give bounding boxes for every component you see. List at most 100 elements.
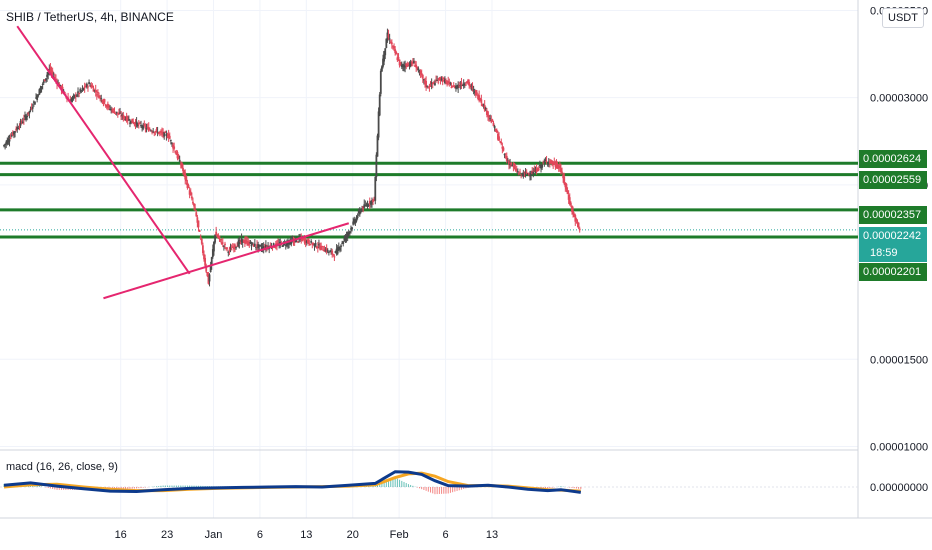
candle-body <box>255 246 257 248</box>
candle-body <box>437 81 440 83</box>
candle-body <box>120 115 123 117</box>
candle-body <box>174 151 177 153</box>
candle-body <box>202 245 204 254</box>
candle-body <box>155 129 158 131</box>
candle-body <box>551 160 553 164</box>
candle-body <box>354 219 357 224</box>
candle-body <box>145 127 148 129</box>
candle-body <box>143 124 146 126</box>
candle-body <box>156 131 159 134</box>
candle-body <box>90 84 93 88</box>
candle-body <box>165 133 168 136</box>
candle-body <box>158 131 161 133</box>
candle-body <box>440 78 443 81</box>
candle-body <box>230 249 233 251</box>
candle-body <box>88 82 90 85</box>
candle-body <box>250 244 253 247</box>
candle-body <box>211 249 214 258</box>
candle-body <box>43 79 46 82</box>
candle-body <box>407 63 410 65</box>
candle-body <box>485 110 488 115</box>
candle-body <box>35 97 37 99</box>
candle-body <box>105 104 108 108</box>
candle-body <box>521 173 524 175</box>
candle-body <box>222 245 225 247</box>
currency-badge[interactable]: USDT <box>882 8 924 28</box>
candle-body <box>197 220 200 228</box>
candle-body <box>556 163 559 169</box>
symbol-title[interactable]: SHIB / TetherUS, 4h, BINANCE <box>6 10 174 24</box>
macd-indicator-label[interactable]: macd (16, 26, close, 9) <box>6 461 118 473</box>
candle-body <box>262 246 265 250</box>
candle-body <box>50 70 53 74</box>
candle-body <box>455 86 457 89</box>
candle-body <box>430 82 433 85</box>
candle-body <box>228 249 231 251</box>
candle-body <box>450 86 453 89</box>
candle-body <box>533 170 536 172</box>
candle-body <box>555 162 558 168</box>
level-tag-1: 0.00002624 <box>859 150 927 168</box>
time-tick-label: 13 <box>486 529 498 541</box>
candle-body <box>152 131 155 133</box>
candle-body <box>215 231 218 236</box>
candle-body <box>188 190 191 195</box>
time-tick-label: Feb <box>390 529 409 541</box>
candle-body <box>497 133 499 140</box>
candle-body <box>353 219 356 223</box>
candle-body <box>187 185 190 188</box>
candle-body <box>199 236 202 239</box>
candle-body <box>513 166 516 168</box>
candle-body <box>232 247 235 250</box>
candle-body <box>85 83 88 88</box>
candle-body <box>126 116 129 121</box>
candle-body <box>366 203 369 207</box>
candle-body <box>387 34 390 38</box>
candle-body <box>384 48 387 56</box>
candle-body <box>490 120 493 123</box>
candle-body <box>11 132 14 136</box>
price-tick-label: 0.00003000 <box>870 93 928 105</box>
candle-body <box>266 246 268 248</box>
horizontal-levels[interactable] <box>0 161 858 239</box>
candle-body <box>147 127 150 132</box>
candle-body <box>287 242 289 245</box>
candle-body <box>160 131 162 133</box>
candle-body <box>340 245 342 248</box>
candle-body <box>383 51 386 62</box>
candle-body <box>355 217 358 222</box>
candle-body <box>22 119 25 121</box>
candle-body <box>234 244 236 248</box>
candle-body <box>373 197 376 199</box>
price-tick-label: 0.00001500 <box>870 354 928 366</box>
candle-body <box>109 108 111 110</box>
candle-body <box>219 239 222 241</box>
candle-body <box>72 95 75 97</box>
candle-body <box>404 65 407 68</box>
time-tick-label: 6 <box>257 529 263 541</box>
candle-body <box>131 118 134 123</box>
candle-body <box>78 92 81 94</box>
candle-body <box>251 242 254 244</box>
candle-body <box>379 70 382 94</box>
time-axis[interactable]: 16 23 Jan 6 13 20 Feb 6 13 <box>115 529 499 541</box>
trendlines[interactable] <box>16 25 350 300</box>
candle-body <box>385 38 388 48</box>
time-tick-label: 13 <box>300 529 312 541</box>
candle-body <box>447 81 450 84</box>
candle-body <box>515 169 518 171</box>
candle-body <box>361 208 363 211</box>
candle-body <box>285 241 288 246</box>
candle-body <box>310 240 313 243</box>
candle-body <box>352 221 355 225</box>
candle-body <box>7 138 10 143</box>
candle-body <box>343 238 346 241</box>
level-tag-2: 0.00002559 <box>859 171 927 189</box>
candle-body <box>468 81 471 86</box>
candle-body <box>577 222 580 228</box>
candle-body <box>208 274 211 282</box>
candle-body <box>405 63 408 67</box>
candle-body <box>53 77 56 79</box>
candle-body <box>419 70 422 75</box>
